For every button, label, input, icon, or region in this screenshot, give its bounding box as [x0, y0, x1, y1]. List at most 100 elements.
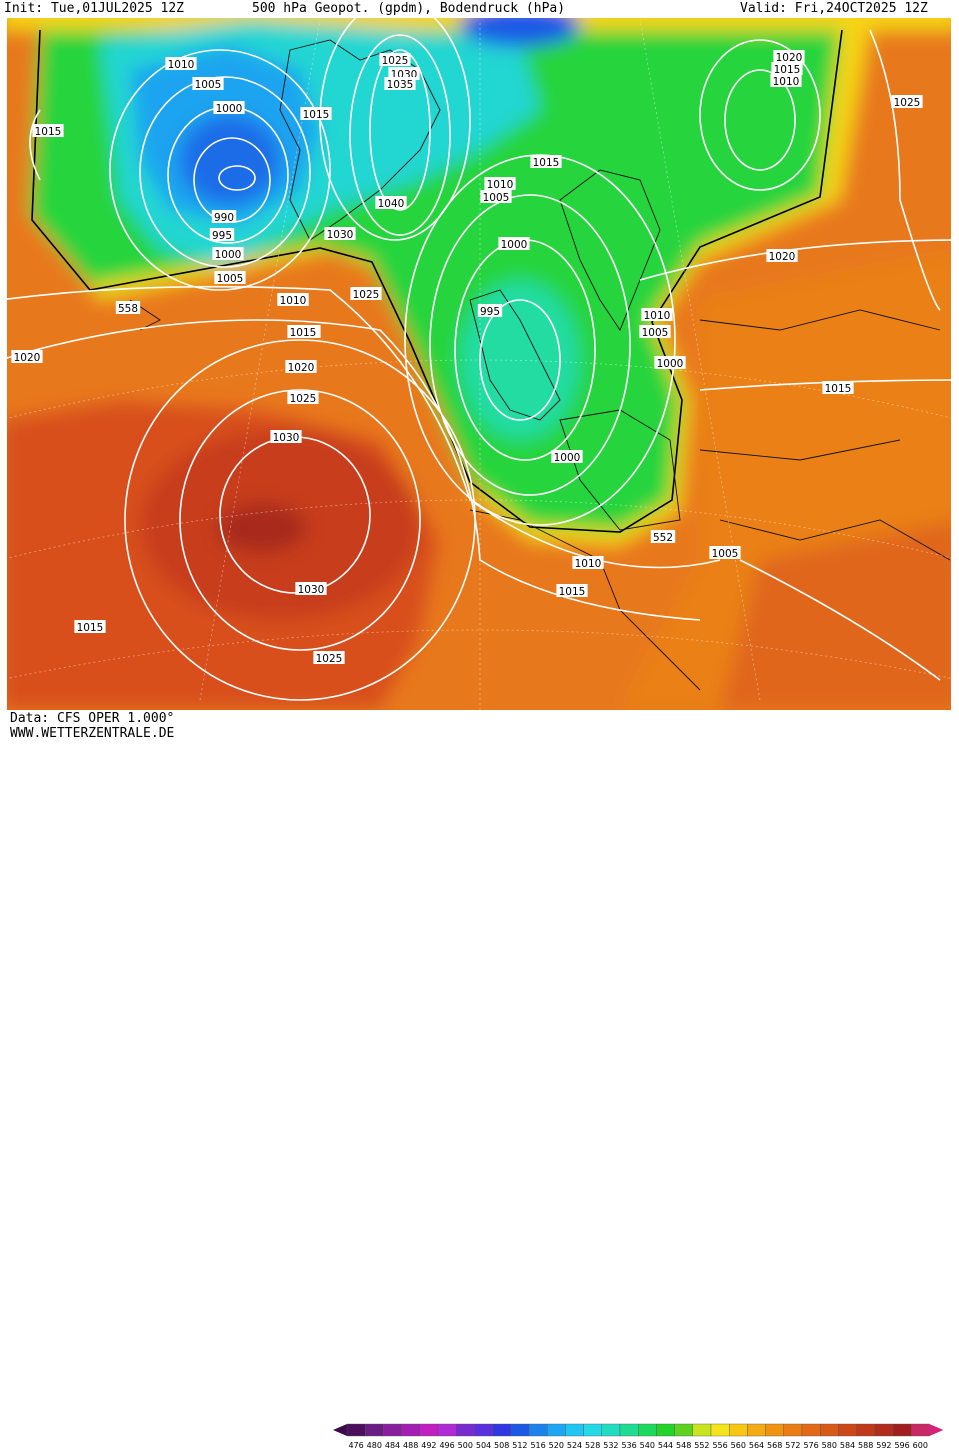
- isobar-label: 1025: [290, 393, 317, 405]
- legend-value: 568: [767, 1441, 782, 1450]
- isobar-label: 1000: [657, 358, 684, 370]
- legend-value: 508: [494, 1441, 509, 1450]
- isobar-label: 1000: [215, 249, 242, 261]
- isobar-label: 1010: [280, 295, 307, 307]
- legend-arrow-left: [333, 1424, 347, 1436]
- isobar-label: 1015: [774, 64, 801, 76]
- legend-swatch: [765, 1423, 785, 1437]
- legend-value: 476: [348, 1441, 363, 1450]
- legend-swatch: [638, 1423, 657, 1437]
- legend-value: 592: [876, 1441, 891, 1450]
- isobar-label: 1015: [290, 327, 317, 339]
- chart-header: Init: Tue,01JUL2025 12Z 500 hPa Geopot. …: [0, 0, 959, 18]
- legend-swatch: [710, 1423, 730, 1437]
- legend-swatch: [455, 1423, 475, 1437]
- legend-value: 584: [840, 1441, 855, 1450]
- isobar-label: 1020: [288, 362, 315, 374]
- legend-arrow-right: [929, 1424, 944, 1436]
- isobar-label: 1020: [769, 251, 796, 263]
- legend-swatch: [601, 1423, 621, 1437]
- isobar-label: 990: [214, 212, 234, 224]
- legend-value: 492: [421, 1441, 436, 1450]
- legend-swatch: [528, 1423, 548, 1437]
- legend-value: 480: [367, 1441, 382, 1450]
- isobar-label: 1010: [168, 59, 195, 71]
- valid-time-label: Valid: Fri,24OCT2025 12Z: [740, 1, 928, 16]
- isobar-label: 1030: [327, 229, 354, 241]
- init-time-label: Init: Tue,01JUL2025 12Z: [4, 1, 185, 16]
- legend-swatch: [565, 1423, 584, 1437]
- isobar-label: 995: [480, 306, 500, 318]
- legend-value: 600: [913, 1441, 928, 1450]
- isobar-label: 1020: [14, 352, 41, 364]
- legend-swatch: [437, 1423, 457, 1437]
- isobar-label: 1025: [894, 97, 921, 109]
- legend-value: 580: [822, 1441, 837, 1450]
- isobar-label: 1035: [387, 79, 414, 91]
- isobar-label: 1015: [77, 622, 104, 634]
- legend-swatch: [365, 1423, 384, 1437]
- geopotential-label: 552: [653, 532, 673, 544]
- legend-swatch: [856, 1423, 875, 1437]
- isobar-label: 1005: [195, 79, 222, 91]
- legend-value: 520: [549, 1441, 564, 1450]
- legend-swatch: [546, 1423, 566, 1437]
- map-panel: 1010 1005 1000 990 995 1000 1005 1015 1015 1025 10…: [7, 18, 951, 710]
- legend-value: 528: [585, 1441, 600, 1450]
- legend-swatch: [747, 1423, 766, 1437]
- legend-value: 560: [731, 1441, 746, 1450]
- legend-swatch: [801, 1423, 821, 1437]
- weather-map: 1010100510009909951000100510151015102510…: [7, 18, 951, 710]
- isobar-label: 1010: [487, 179, 514, 191]
- legend-value: 536: [621, 1441, 636, 1450]
- legend-value: 576: [803, 1441, 818, 1450]
- legend-value: 548: [676, 1441, 691, 1450]
- legend-swatch: [474, 1423, 493, 1437]
- legend-swatch: [820, 1423, 839, 1437]
- isobar-label: 1025: [382, 55, 409, 67]
- isobar-label: 1015: [559, 586, 586, 598]
- isobar-label: 995: [212, 230, 232, 242]
- legend-swatch: [874, 1423, 894, 1437]
- isobar-label: 1015: [303, 109, 330, 121]
- isobar-label: 1010: [575, 558, 602, 570]
- isobar-label: 1000: [501, 239, 528, 251]
- legend-swatch: [911, 1423, 930, 1437]
- isobar-labels: 1010100510009909951000100510151015102510…: [11, 50, 923, 665]
- geopotential-labels: 558 552: [115, 301, 676, 544]
- geopotential-label: 558: [118, 303, 138, 315]
- legend-value: 488: [403, 1441, 418, 1450]
- legend-swatch: [783, 1423, 803, 1437]
- legend-swatch: [401, 1423, 420, 1437]
- isobar-label: 1030: [298, 584, 325, 596]
- isobar-label: 1005: [712, 548, 739, 560]
- legend-value: 532: [603, 1441, 618, 1450]
- legend-value: 556: [712, 1441, 727, 1450]
- isobar-label: 1020: [776, 52, 803, 64]
- legend-value: 512: [512, 1441, 527, 1450]
- legend-swatch: [419, 1423, 439, 1437]
- geopotential-contour-552: [31, 29, 843, 533]
- color-scale-legend: 476 480 484 488 492 496 500 504 508 512 516 520 524 5…: [333, 1423, 944, 1450]
- isobar-label: 1005: [483, 192, 510, 204]
- legend-swatch: [510, 1423, 530, 1437]
- isobar-label: 1005: [217, 273, 244, 285]
- isobar-label: 1040: [378, 198, 405, 210]
- data-source-label: Data: CFS OPER 1.000°: [10, 711, 175, 726]
- isobar-label: 1030: [273, 432, 300, 444]
- chart-footer: Data: CFS OPER 1.000° WWW.WETTERZENTRALE…: [0, 710, 959, 1450]
- legend-swatch: [492, 1423, 512, 1437]
- legend-value: 496: [439, 1441, 454, 1450]
- legend-value: 516: [530, 1441, 545, 1450]
- legend-swatch: [729, 1423, 748, 1437]
- isobar-label: 1010: [644, 310, 671, 322]
- legend-value: 588: [858, 1441, 873, 1450]
- legend-value: 500: [458, 1441, 473, 1450]
- isobar-label: 1000: [216, 103, 243, 115]
- legend-value: 596: [894, 1441, 909, 1450]
- isobar-label: 1000: [554, 452, 581, 464]
- legend-swatch: [346, 1423, 366, 1437]
- legend-value: 484: [385, 1441, 400, 1450]
- isobar-label: 1015: [533, 157, 560, 169]
- isobar-label: 1025: [353, 289, 380, 301]
